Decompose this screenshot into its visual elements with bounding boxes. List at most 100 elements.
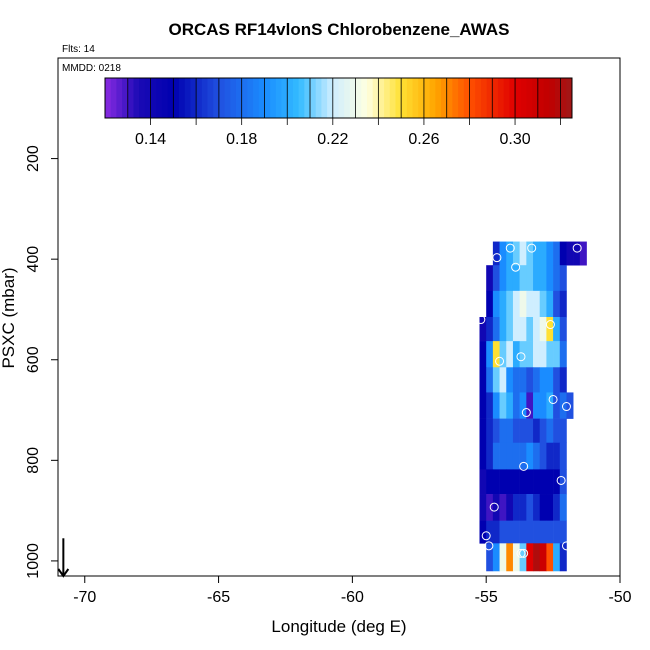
heatmap-cell bbox=[539, 317, 547, 342]
colorbar-segment bbox=[429, 78, 436, 118]
heatmap-cell bbox=[546, 367, 554, 393]
colorbar-tick-label: 0.30 bbox=[499, 131, 530, 148]
heatmap-cell bbox=[479, 494, 487, 521]
colorbar-segment bbox=[349, 78, 356, 118]
colorbar-segment bbox=[213, 78, 220, 118]
x-tick-label: -60 bbox=[341, 589, 364, 606]
colorbar-segment bbox=[384, 78, 391, 118]
colorbar-segment bbox=[509, 78, 516, 118]
heatmap-cell bbox=[499, 494, 507, 521]
heatmap-cell bbox=[512, 392, 520, 419]
sample-point bbox=[561, 541, 571, 551]
heatmap-cell bbox=[486, 520, 494, 544]
colorbar-segment bbox=[389, 78, 396, 118]
heatmap-cell bbox=[506, 367, 514, 393]
colorbar-segment bbox=[315, 78, 322, 118]
colorbar-cells bbox=[105, 78, 573, 118]
heatmap-cell bbox=[533, 341, 541, 368]
heatmap-cell bbox=[526, 392, 534, 419]
heatmap-cell bbox=[526, 290, 534, 318]
heatmap-cell bbox=[492, 418, 500, 444]
colorbar-segment bbox=[144, 78, 151, 118]
heatmap-cell bbox=[519, 265, 527, 292]
heatmap-cell bbox=[506, 317, 514, 342]
flights-annotation: Flts: 14 bbox=[62, 44, 95, 55]
colorbar-tick-label: 0.22 bbox=[317, 131, 348, 148]
colorbar-segment bbox=[543, 78, 550, 118]
heatmap-cell bbox=[539, 265, 547, 292]
colorbar-segment bbox=[241, 78, 248, 118]
heatmap-cell bbox=[539, 241, 547, 266]
colorbar-segment bbox=[287, 78, 294, 118]
heatmap-cell bbox=[512, 494, 520, 521]
colorbar-segment bbox=[201, 78, 208, 118]
sample-point bbox=[505, 243, 515, 253]
heatmap-cell bbox=[533, 520, 541, 544]
colorbar-segment bbox=[275, 78, 282, 118]
colorbar-segment bbox=[423, 78, 431, 118]
heatmap-cell bbox=[492, 317, 500, 342]
colorbar-segment bbox=[549, 78, 556, 118]
heatmap-cell bbox=[499, 290, 507, 318]
heatmap-cell bbox=[492, 367, 500, 393]
colorbar-tick-labels: 0.14 0.18 0.22 0.26 0.30 bbox=[135, 131, 531, 148]
heatmap-cell bbox=[553, 341, 561, 368]
heatmap-cell bbox=[553, 317, 561, 342]
sample-points bbox=[476, 243, 582, 558]
heatmap-cell bbox=[512, 418, 520, 444]
heatmap-cell bbox=[519, 317, 527, 342]
colorbar-segment bbox=[441, 78, 448, 118]
colorbar-segment bbox=[116, 78, 123, 118]
heatmap-cell bbox=[533, 469, 541, 495]
heatmap-cell bbox=[559, 392, 567, 419]
plot-area bbox=[57, 57, 621, 578]
colorbar-segment bbox=[497, 78, 505, 118]
heatmap-cell bbox=[526, 543, 534, 572]
heatmap-cell bbox=[533, 317, 541, 342]
heatmap-cell bbox=[553, 543, 561, 572]
colorbar-segment bbox=[110, 78, 117, 118]
heatmap-cell bbox=[546, 317, 554, 342]
heatmap-cell bbox=[553, 520, 561, 544]
heatmap-cell bbox=[492, 469, 500, 495]
heatmap-cell bbox=[492, 520, 500, 544]
heatmap-cell bbox=[486, 367, 494, 393]
colorbar-segment bbox=[435, 78, 442, 118]
heatmap-cell bbox=[539, 442, 547, 470]
heatmap-cell bbox=[559, 367, 567, 393]
colorbar-segment bbox=[418, 78, 425, 118]
x-axis: -70 -65 -60 -55 -50 bbox=[73, 575, 632, 606]
colorbar: 0.14 0.18 0.22 0.26 0.30 bbox=[104, 77, 573, 148]
heatmap-cell bbox=[492, 392, 500, 419]
colorbar-segment bbox=[196, 78, 203, 118]
heatmap-cell bbox=[546, 265, 554, 292]
sample-point bbox=[516, 352, 526, 362]
heatmap-cell bbox=[539, 341, 547, 368]
sample-point bbox=[489, 502, 499, 512]
heatmap-cell bbox=[492, 290, 500, 318]
colorbar-segment bbox=[406, 78, 413, 118]
colorbar-segment bbox=[475, 78, 482, 118]
heatmap-cell bbox=[526, 317, 534, 342]
heatmap-cell bbox=[553, 265, 561, 292]
heatmap-cell bbox=[506, 469, 514, 495]
heatmap-cell bbox=[486, 392, 494, 419]
colorbar-segment bbox=[503, 78, 510, 118]
heatmap-cell bbox=[512, 241, 520, 266]
colorbar-segment bbox=[554, 78, 562, 118]
heatmap-cell bbox=[539, 367, 547, 393]
heatmap-cell bbox=[499, 442, 507, 470]
heatmap-cell bbox=[553, 418, 561, 444]
heatmap-cell bbox=[499, 543, 507, 572]
heatmap-cell bbox=[486, 317, 494, 342]
heatmap-cell bbox=[559, 520, 567, 544]
heatmap-cell bbox=[512, 469, 520, 495]
heatmap-cell bbox=[512, 520, 520, 544]
sample-point bbox=[545, 320, 555, 330]
heatmap-cell bbox=[559, 290, 567, 318]
heatmap-cell bbox=[559, 543, 567, 572]
heatmap-cell bbox=[499, 367, 507, 393]
chart-title: ORCAS RF14vlonS Chlorobenzene_AWAS bbox=[169, 20, 510, 39]
heatmap-cell bbox=[479, 317, 487, 342]
y-axis: 200 400 600 800 1000 bbox=[25, 145, 59, 579]
